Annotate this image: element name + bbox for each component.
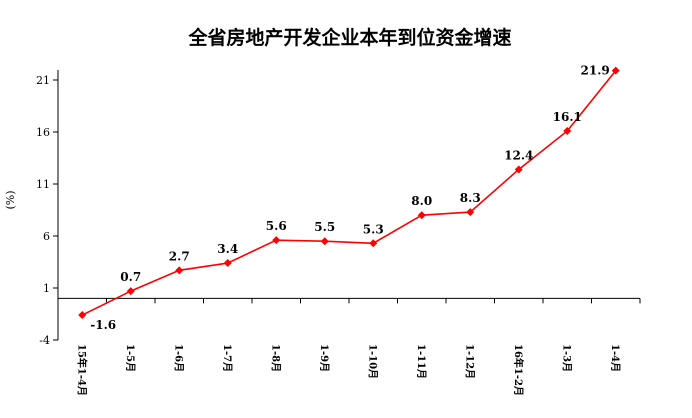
x-tick-label: 1-6月 bbox=[172, 344, 184, 372]
data-point bbox=[223, 259, 232, 268]
data-label: 3.4 bbox=[217, 242, 238, 256]
x-tick-label: 1-10月 bbox=[366, 344, 378, 379]
data-label: 5.6 bbox=[266, 219, 287, 233]
data-label: 2.7 bbox=[169, 249, 190, 263]
x-tick-label: 15年1-4月 bbox=[75, 344, 88, 396]
y-tick-label: 11 bbox=[36, 178, 50, 191]
x-tick-label: 1-4月 bbox=[609, 344, 621, 372]
data-label: -1.6 bbox=[90, 318, 116, 332]
y-tick-label: -4 bbox=[39, 334, 50, 347]
data-point bbox=[78, 311, 87, 320]
y-tick-label: 16 bbox=[36, 126, 50, 139]
data-label: 8.0 bbox=[411, 194, 432, 208]
x-tick-label: 1-8月 bbox=[269, 344, 281, 372]
data-label: 12.4 bbox=[504, 148, 533, 162]
chart-title: 全省房地产开发企业本年到位资金增速 bbox=[187, 26, 511, 49]
data-labels: -1.6 0.7 2.7 3.4 5.6 5.5 5.3 8.0 8.3 12.4 16.1 21.9 bbox=[90, 64, 610, 332]
x-tick-label: 1-5月 bbox=[124, 344, 136, 372]
y-tick-label: 1 bbox=[43, 282, 50, 295]
series-line bbox=[81, 70, 617, 316]
data-label: 5.5 bbox=[314, 220, 335, 234]
x-tick-label: 16年1-2月 bbox=[512, 344, 525, 396]
data-point bbox=[417, 211, 426, 220]
data-label: 5.3 bbox=[363, 222, 384, 236]
x-ticks: 15年1-4月 1-5月 1-6月 1-7月 1-8月 1-9月 1-10月 1-11月 1-1… bbox=[57, 298, 641, 396]
y-axis-label: (%) bbox=[4, 190, 17, 209]
y-tick-label: 6 bbox=[43, 230, 50, 243]
x-tick-label: 1-12月 bbox=[463, 344, 475, 379]
data-point bbox=[272, 236, 281, 245]
y-tick-label: 21 bbox=[36, 74, 50, 87]
data-point bbox=[611, 66, 620, 75]
data-point bbox=[466, 208, 475, 217]
data-point bbox=[369, 239, 378, 248]
data-label: 16.1 bbox=[553, 110, 582, 124]
x-tick-label: 1-11月 bbox=[415, 344, 427, 379]
x-tick-label: 1-3月 bbox=[560, 344, 572, 372]
data-point bbox=[563, 126, 572, 135]
data-points bbox=[78, 66, 620, 320]
data-label: 21.9 bbox=[581, 64, 610, 78]
data-point bbox=[514, 165, 523, 174]
x-tick-label: 1-9月 bbox=[318, 344, 330, 372]
data-point bbox=[320, 237, 329, 246]
data-point bbox=[126, 287, 135, 296]
data-point bbox=[175, 266, 184, 275]
x-tick-label: 1-7月 bbox=[221, 344, 233, 372]
data-label: 8.3 bbox=[460, 191, 481, 205]
data-label: 0.7 bbox=[120, 270, 141, 284]
